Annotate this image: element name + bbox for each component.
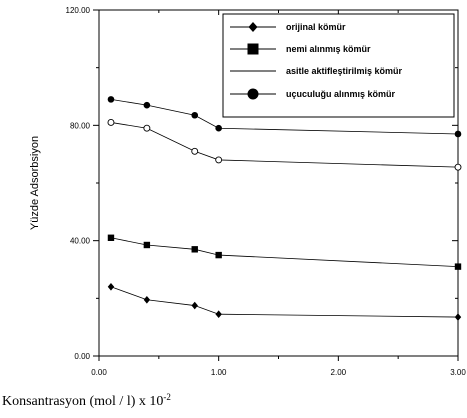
data-point [191, 147, 199, 155]
axis-ticks: 0.00 1.00 2.00 3.00 0.00 40.00 80.00 120.00 [66, 6, 467, 377]
data-point [107, 283, 115, 291]
series-square [107, 234, 462, 270]
data-point [191, 111, 199, 119]
data-point [215, 156, 223, 164]
series-filled-circle [107, 96, 462, 138]
series-layer [107, 96, 462, 321]
data-point [454, 130, 462, 138]
y-tick-label: 0.00 [74, 352, 90, 361]
data-point [191, 301, 198, 310]
y-tick-label: 120.00 [66, 6, 91, 15]
series-line [110, 237, 459, 268]
legend-entry: nemi alınmış kömür [230, 43, 371, 55]
legend-label: nemi alınmış kömür [286, 44, 371, 54]
data-point [215, 124, 222, 132]
legend: orijinal kömür nemi alınmış kömür asitle a… [222, 13, 455, 118]
legend-label: asitle aktifleştirilmiş kömür [286, 66, 403, 76]
y-axis-label: Yüzde Adsorbsiyon [29, 136, 41, 230]
data-point [215, 251, 222, 259]
legend-entry: asitle aktifleştirilmiş kömür [230, 66, 403, 76]
legend-box [222, 13, 455, 118]
x-tick-label: 3.00 [450, 368, 466, 377]
data-point [454, 313, 462, 321]
data-point [215, 310, 222, 318]
data-point [107, 234, 115, 241]
x-axis-label-text: Konsantrasyon (mol / l) x 10 [2, 394, 164, 409]
data-point [454, 263, 462, 270]
legend-entry: orijinal kömür [230, 22, 346, 32]
data-point [454, 163, 462, 171]
y-tick-label: 80.00 [70, 121, 91, 130]
data-point [107, 118, 115, 126]
x-tick-label: 0.00 [91, 368, 107, 377]
series-diamond [107, 283, 462, 321]
legend-label: uçuculuğu alınmış kömür [286, 89, 396, 99]
series-line [110, 122, 459, 168]
series-open-circle [107, 118, 462, 171]
data-point [143, 124, 151, 132]
line-chart: 0.00 1.00 2.00 3.00 0.00 40.00 80.00 120.00 ori… [29, 6, 467, 377]
data-point [143, 295, 151, 304]
legend-entry: uçuculuğu alınmış kömür [230, 88, 396, 100]
x-axis-label-exponent: -2 [163, 392, 171, 402]
legend-marker [247, 88, 259, 100]
data-point [191, 246, 198, 253]
legend-label: orijinal kömür [286, 22, 346, 32]
data-point [107, 96, 115, 103]
series-line [110, 286, 459, 318]
x-axis-label: Konsantrasyon (mol / l) x 10-2 [2, 392, 171, 410]
legend-marker [248, 22, 258, 32]
data-point [143, 101, 151, 109]
x-tick-label: 2.00 [331, 368, 347, 377]
x-tick-label: 1.00 [211, 368, 227, 377]
legend-marker [247, 43, 259, 55]
y-tick-label: 40.00 [70, 237, 91, 246]
data-point [143, 241, 151, 249]
